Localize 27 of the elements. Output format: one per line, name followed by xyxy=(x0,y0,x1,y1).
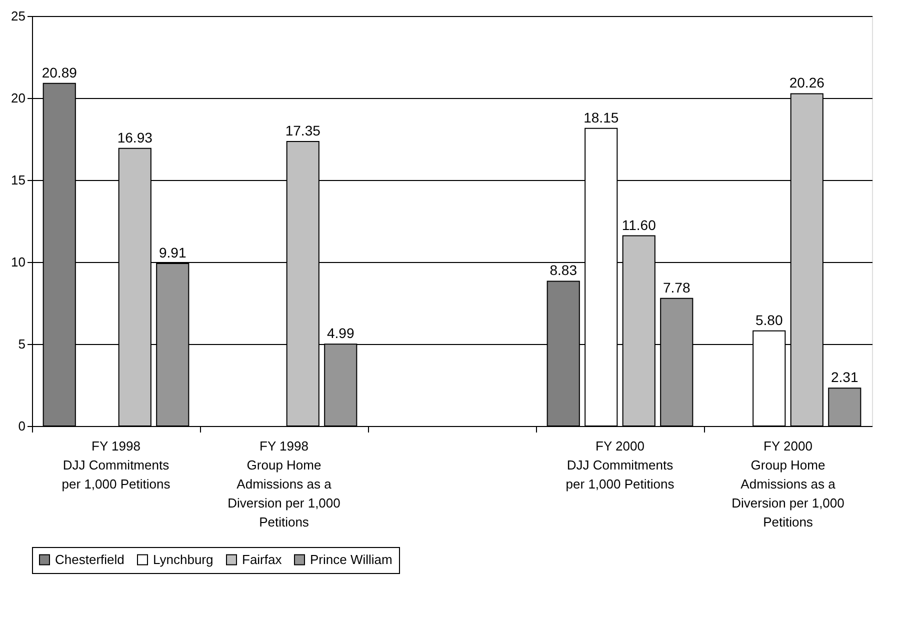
data-label: 7.78 xyxy=(663,279,690,296)
data-label: 17.35 xyxy=(285,122,321,138)
data-label: 4.99 xyxy=(327,325,354,342)
data-label: 18.15 xyxy=(584,109,619,126)
data-label: 16.93 xyxy=(117,129,153,146)
data-label: 20.26 xyxy=(789,74,825,91)
y-tick-label: 0 xyxy=(18,418,26,434)
y-tick-label: 25 xyxy=(11,8,26,24)
data-label: 20.89 xyxy=(42,64,78,80)
x-tick-label: FY 1998 Group Home Admissions as a Diversion per 1,000 Petitions xyxy=(228,438,340,530)
data-label: 9.91 xyxy=(159,244,186,260)
data-label: 11.60 xyxy=(622,216,656,233)
legend-label: Fairfax xyxy=(242,552,282,567)
x-tick-label: FY 2000 DJJ Commitments per 1,000 Petitions xyxy=(566,438,675,492)
data-label: 2.31 xyxy=(831,369,858,386)
legend-label: Prince William xyxy=(310,552,392,567)
data-label: 5.80 xyxy=(756,312,783,328)
x-tick-label: FY 2000 Group Home Admissions as a Diversion per 1,000 Petitions xyxy=(732,438,844,530)
x-tick-label: FY 1998 DJJ Commitments per 1,000 Petitions xyxy=(62,438,171,492)
y-tick-label: 10 xyxy=(11,254,26,270)
y-tick-label: 20 xyxy=(11,90,26,106)
legend-label: Chesterfield xyxy=(55,552,124,567)
legend-label: Lynchburg xyxy=(153,552,214,567)
bar xyxy=(828,388,862,426)
y-tick-label: 5 xyxy=(18,336,26,352)
y-tick-label: 15 xyxy=(11,172,26,188)
data-label: 8.83 xyxy=(550,262,578,278)
